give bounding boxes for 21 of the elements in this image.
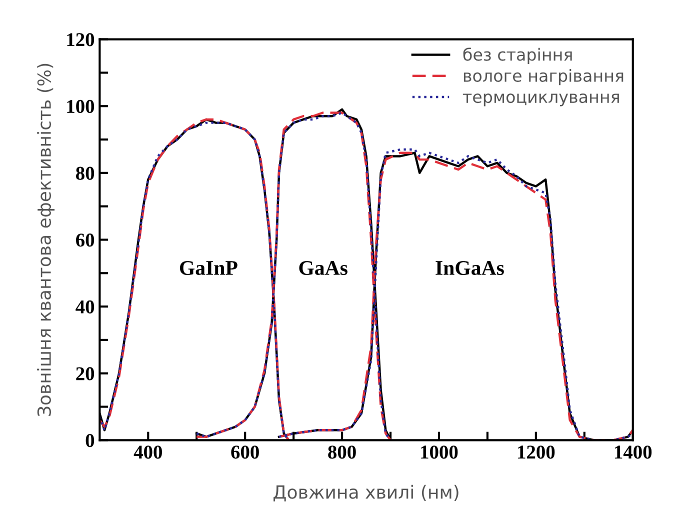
annotation: GaAs: [299, 261, 348, 276]
y-tick-label: 80: [76, 166, 94, 180]
x-axis-title: Довжина хвилі (нм): [274, 484, 458, 502]
y-tick-label: 0: [86, 434, 94, 448]
legend-label: без старіння: [463, 48, 572, 64]
y-tick-label: 120: [67, 33, 94, 46]
y-tick-label: 100: [67, 100, 94, 114]
x-tick-label: 600: [231, 446, 259, 459]
legend-label: термоциклування: [462, 94, 619, 106]
x-tick-label: 400: [134, 446, 162, 459]
x-tick-label: 1000: [421, 446, 458, 459]
y-tick-label: 60: [76, 234, 94, 247]
x-tick-label: 800: [328, 446, 356, 459]
y-tick-label: 20: [76, 367, 94, 380]
x-tick-label: 1400: [614, 446, 652, 459]
y-axis-title: Зовнішня квантова ефективність (%): [37, 64, 55, 416]
y-tick-label: 40: [76, 300, 94, 314]
x-tick-label: 1200: [518, 446, 555, 459]
annotation: GaInP: [180, 261, 238, 276]
annotation: InGaAs: [436, 261, 504, 276]
legend-label: вологе нагрівання: [464, 69, 624, 86]
